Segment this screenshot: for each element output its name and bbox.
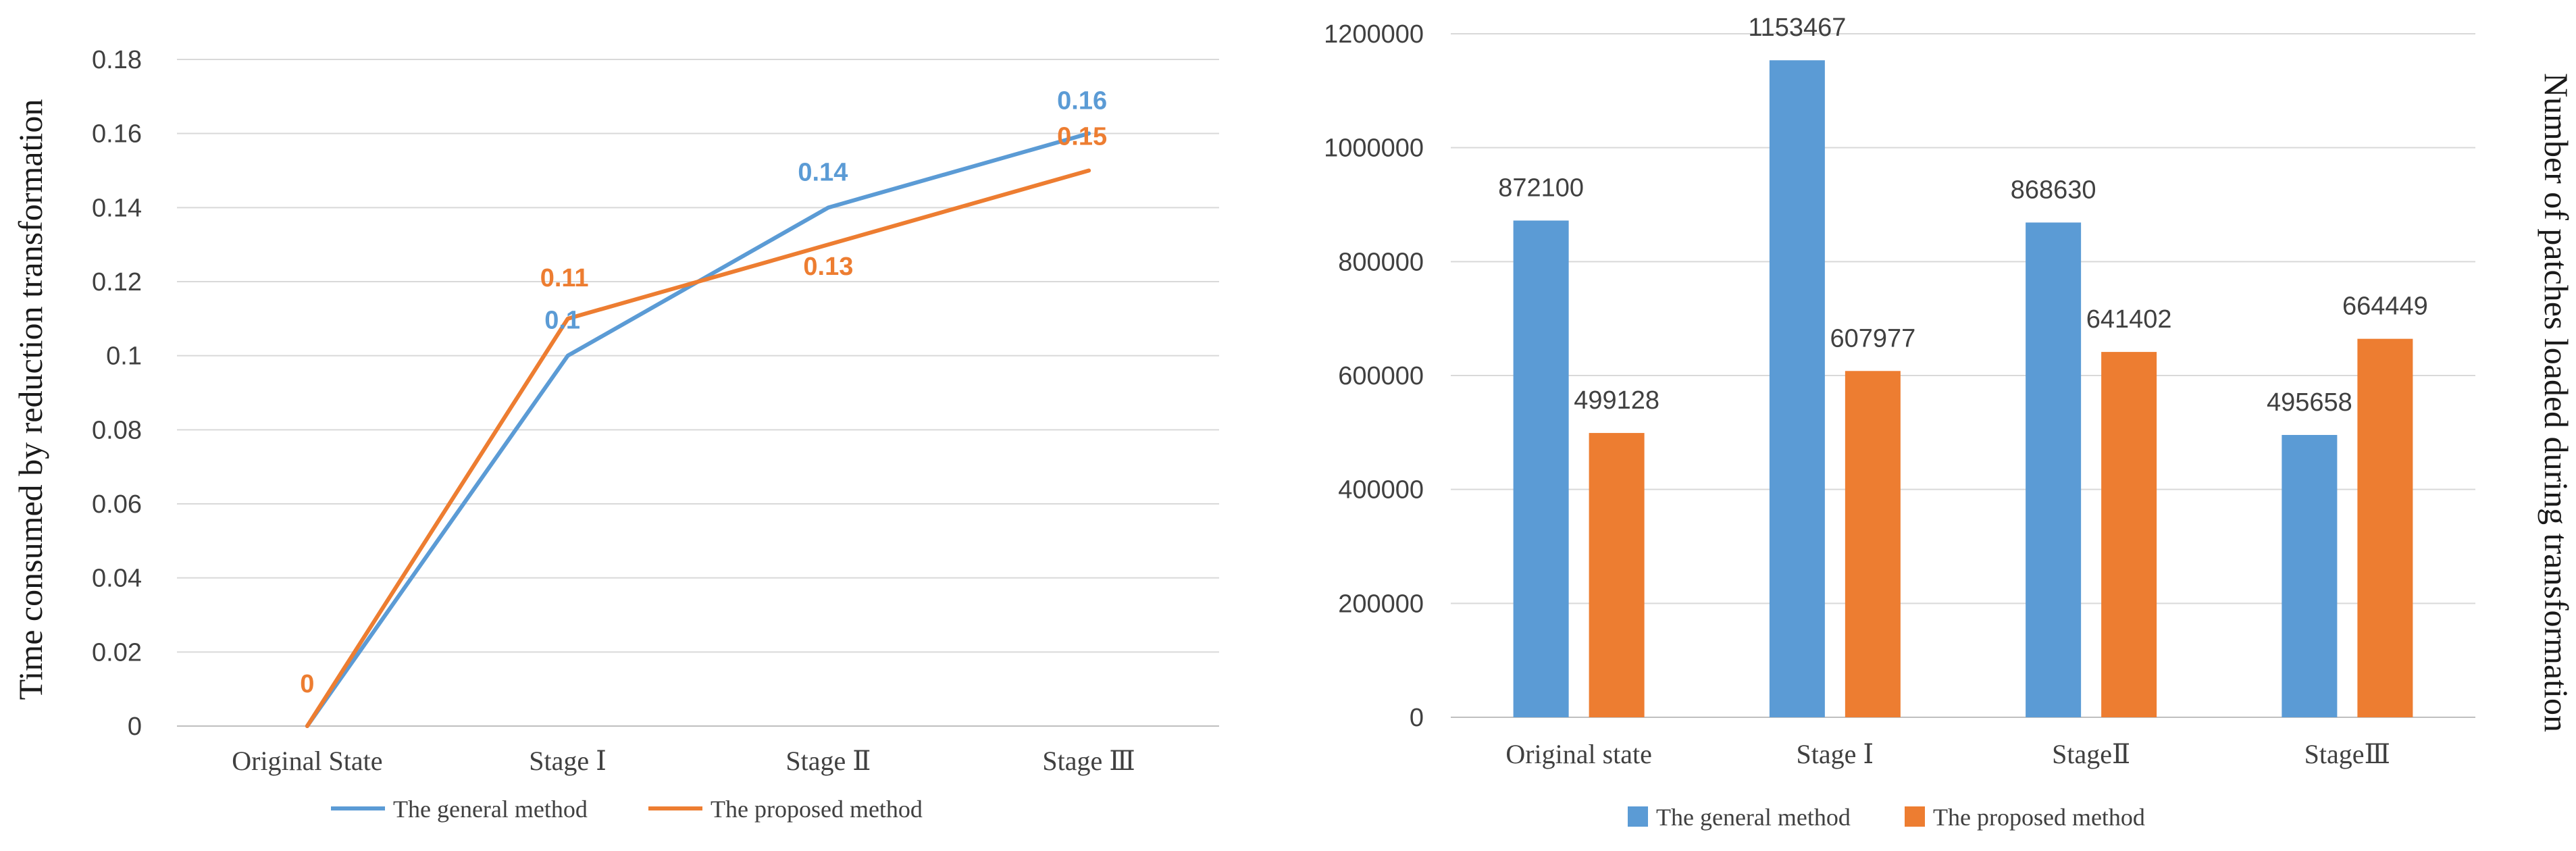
bar-chart-legend-swatch (1905, 806, 1925, 827)
bar-chart-y-tick-label: 600000 (1338, 362, 1424, 390)
bar-chart-y-tick-label: 800000 (1338, 248, 1424, 276)
line-chart-y-tick-label: 0.16 (92, 120, 142, 149)
bar-chart-legend-label: The general method (1656, 804, 1851, 831)
bar-chart-legend-swatch (1628, 806, 1648, 827)
bar-chart-data-labels: 872100 1153467 868630 495658 499128 607977 641… (1498, 14, 2428, 417)
bar-chart-data-label: 495658 (2267, 388, 2352, 417)
bar-chart-bar (2282, 434, 2338, 717)
bar-chart-data-label: 641402 (2086, 305, 2172, 334)
bar-chart-y-tick-label: 400000 (1338, 476, 1424, 505)
line-chart-y-tick-label: 0.12 (92, 268, 142, 296)
bar-chart-bar (1845, 371, 1901, 717)
bar-chart-x-tick-label: StageⅢ (2304, 739, 2390, 769)
bar-chart-bar (1769, 60, 1825, 718)
bar-chart-x-tick-label: Stage Ⅰ (1797, 739, 1874, 769)
line-chart-gridlines (177, 59, 1219, 727)
bar-chart-bar (2357, 338, 2413, 717)
bar-chart-x-tick-labels: Original state Stage Ⅰ StageⅡ StageⅢ (1505, 739, 2390, 769)
line-chart-x-tick-label: Stage Ⅰ (529, 746, 607, 776)
bar-chart-y-tick-label: 1000000 (1324, 134, 1424, 163)
line-chart-data-label: 0.11 (540, 264, 589, 292)
bar-chart-y-tick-labels: 0 200000 400000 600000 800000 1000000 1200000 (1324, 20, 1424, 732)
bar-chart-bar (2026, 222, 2082, 718)
line-chart-data-label: 0.1 (544, 307, 580, 335)
line-chart-data-label: 0.16 (1057, 87, 1107, 115)
line-chart-x-tick-labels: Original State Stage Ⅰ Stage Ⅱ Stage Ⅲ (232, 746, 1135, 776)
bar-chart-bars (1513, 60, 2413, 718)
bar-chart-data-label: 1153467 (1748, 14, 1846, 42)
bar-chart-x-tick-label: Original state (1505, 739, 1652, 769)
bar-chart-data-label: 872100 (1498, 174, 1584, 203)
line-chart-legend: The general method The proposed method (331, 796, 923, 823)
line-chart-data-label: 0.15 (1057, 123, 1107, 151)
line-chart-y-tick-label: 0.08 (92, 416, 142, 444)
line-chart-legend-label: The general method (393, 796, 588, 823)
bar-chart-bar (1513, 220, 1569, 717)
line-chart-y-tick-label: 0.06 (92, 490, 142, 519)
bar-chart-data-label: 868630 (2011, 176, 2096, 204)
line-chart: 0 0.02 0.04 0.06 0.08 0.1 0.12 0.14 0.16 0.18 Ori… (11, 46, 1219, 823)
bar-chart-y-tick-label: 0 (1410, 704, 1424, 732)
bar-chart-y-tick-label: 200000 (1338, 590, 1424, 618)
line-chart-y-tick-labels: 0 0.02 0.04 0.06 0.08 0.1 0.12 0.14 0.16 0.18 (92, 46, 142, 741)
bar-chart-bar (2101, 352, 2157, 717)
bar-chart-x-tick-label: StageⅡ (2052, 739, 2130, 769)
line-chart-data-label: 0 (300, 670, 314, 698)
line-chart-series (305, 131, 1091, 728)
bar-chart-data-label: 607977 (1830, 324, 1915, 353)
line-chart-data-label: 0.13 (803, 253, 853, 281)
line-chart-y-tick-label: 0.1 (106, 342, 142, 371)
bar-chart-data-label: 664449 (2342, 292, 2428, 321)
line-chart-legend-label: The proposed method (711, 796, 923, 823)
line-chart-x-tick-label: Stage Ⅲ (1042, 746, 1135, 776)
line-chart-x-tick-label: Original State (232, 746, 382, 776)
line-chart-y-tick-label: 0.02 (92, 638, 142, 667)
bar-chart: 020000040000060000080000010000001200000 … (1324, 14, 2575, 831)
bar-chart-data-label: 499128 (1574, 386, 1659, 415)
line-chart-series-line-1 (305, 168, 1091, 728)
bar-chart-legend: The general method The proposed method (1628, 804, 2145, 831)
line-chart-y-axis-title: Time consumed by reduction transformatio… (11, 99, 49, 700)
line-chart-y-tick-label: 0 (128, 713, 142, 741)
line-chart-x-tick-label: Stage Ⅱ (785, 746, 871, 776)
line-chart-data-labels: 0.1 0.14 0.16 0 0.11 0.13 0.15 (300, 87, 1107, 698)
bar-chart-bar (1589, 433, 1645, 717)
bar-chart-legend-label: The proposed method (1933, 804, 2145, 831)
line-chart-data-label: 0.14 (798, 158, 848, 186)
line-chart-y-tick-label: 0.18 (92, 46, 142, 74)
bar-chart-y-axis-title: Number of patches loaded during transfor… (2538, 73, 2575, 732)
line-chart-y-tick-label: 0.04 (92, 565, 142, 593)
bar-chart-y-tick-label: 1200000 (1324, 20, 1424, 49)
line-chart-y-tick-label: 0.14 (92, 194, 142, 222)
